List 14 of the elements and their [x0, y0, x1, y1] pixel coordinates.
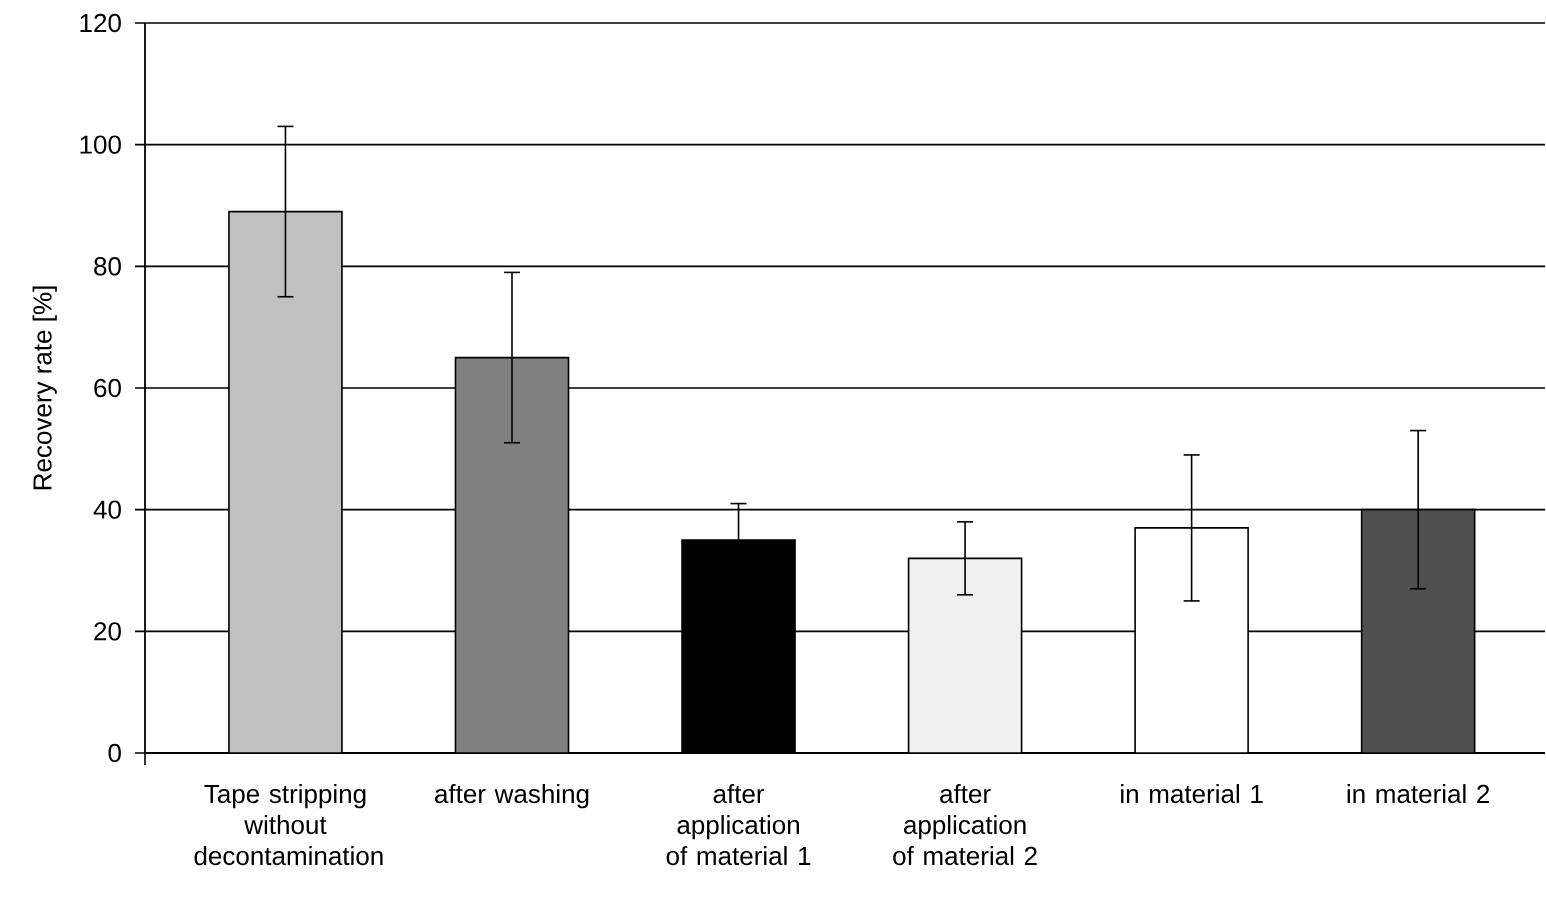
y-axis-title: Recovery rate [%] — [32, 286, 57, 490]
y-tick-label: 60 — [94, 378, 121, 398]
x-tick-label: in material 2 — [1347, 784, 1490, 804]
x-tick-label: Tape stripping without decontamination — [194, 784, 383, 866]
x-tick-label: after application of material 2 — [893, 784, 1037, 866]
y-tick-label: 40 — [93, 500, 121, 519]
y-tick-label: 80 — [94, 257, 121, 276]
x-tick-label: in material 1 — [1121, 784, 1263, 804]
x-tick-label: after application of material 1 — [666, 784, 811, 866]
x-tick-label: after washing — [435, 784, 589, 809]
y-tick-label: 120 — [80, 13, 121, 33]
y-tick-label: 20 — [94, 622, 121, 641]
y-tick-label: 100 — [80, 135, 121, 154]
y-tick-label: 0 — [108, 743, 121, 763]
